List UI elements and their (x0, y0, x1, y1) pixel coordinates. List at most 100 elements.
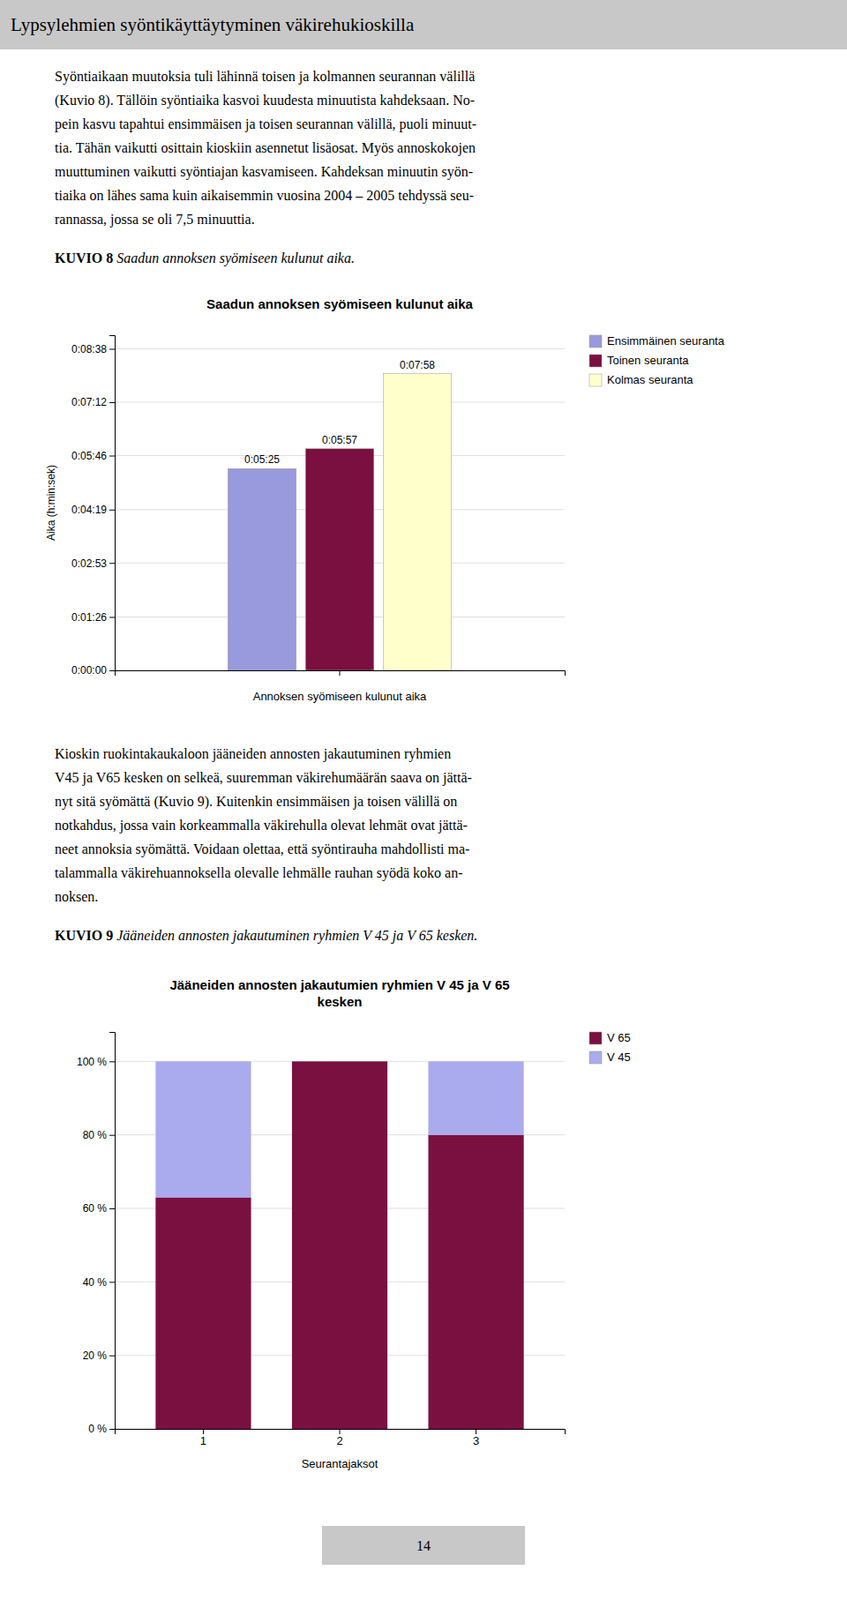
legend-label: Kolmas seuranta (607, 373, 694, 387)
caption-label: KUVIO 8 (54, 250, 117, 266)
data-label: 0:05:57 (322, 434, 358, 447)
y-tick: 0 % (88, 1423, 115, 1436)
y-tick-mark (109, 1061, 115, 1063)
chart-title: Jääneiden annosten jakautumien ryhmien V… (169, 977, 510, 1010)
legend-label: V 45 (607, 1050, 631, 1065)
caption-text: Jääneiden annosten jakautuminen ryhmien … (116, 928, 478, 945)
chart-title-line: kesken (317, 994, 363, 1010)
paragraph-line: tia. Tähän vaikutti osittain kioskiin as… (54, 140, 476, 157)
legend-swatch (589, 374, 602, 387)
y-tick-mark (109, 1135, 115, 1137)
x-tick: 2 (336, 1429, 343, 1448)
y-tick-label: 100 % (76, 1056, 107, 1069)
caption-label: KUVIO 9 (54, 928, 117, 944)
x-axis-line (115, 671, 566, 677)
y-tick-mark (109, 456, 115, 458)
y-tick-mark (109, 1356, 115, 1357)
page-number-box (322, 1526, 525, 1566)
chart: Jääneiden annosten jakautumien ryhmien V… (76, 977, 631, 1471)
y-axis: 0:00:00 0:01:26 0:02:53 0:04:19 0:05:46 0:07:… (71, 336, 116, 678)
y-tick-label: 0 % (88, 1423, 107, 1436)
plot-area (155, 1061, 524, 1430)
y-axis-line (109, 1033, 116, 1431)
y-axis-title: Aika (h:min:sek) (44, 464, 58, 541)
y-tick-mark (109, 1208, 115, 1210)
y-tick: 80 % (82, 1129, 115, 1142)
paragraph-line: rannassa, jossa se oli 7,5 minuuttia. (54, 211, 255, 228)
paragraph-line: pein kasvu tapahtui ensimmäisen ja toise… (54, 116, 477, 133)
x-tick: 1 (200, 1429, 207, 1448)
y-tick-label: 0:07:12 (71, 396, 107, 409)
y-tick-mark (109, 1281, 115, 1283)
x-tick-mark (475, 1429, 477, 1435)
y-tick: 0:00:00 (71, 664, 115, 677)
y-tick: 20 % (82, 1349, 115, 1363)
bar (382, 374, 451, 671)
x-axis-title: Annoksen syömiseen kulunut aika (253, 689, 428, 704)
x-axis-line (115, 1430, 566, 1436)
paragraph-line: (Kuvio 8). Tällöin syöntiaika kasvoi kuu… (54, 92, 475, 109)
text-block: Kioskin ruokintakaukaloon jääneiden anno… (54, 746, 478, 945)
grid-line (114, 402, 565, 404)
page-number: 14 (416, 1538, 431, 1554)
y-tick-label: 60 % (82, 1202, 108, 1215)
paragraph-line: Kioskin ruokintakaukaloon jääneiden anno… (54, 746, 451, 763)
paragraph-line: muuttuminen vaikutti syöntiajan kasvamis… (54, 164, 473, 180)
y-tick: 0:07:12 (71, 396, 115, 409)
y-tick: 0:02:53 (71, 557, 115, 570)
legend: V 65 V 45 (589, 1031, 631, 1065)
bar (155, 1198, 251, 1431)
data-labels: 0:05:25 0:05:57 0:07:58 (244, 359, 435, 467)
legend-item: V 45 (589, 1050, 631, 1065)
title-bar (0, 0, 847, 50)
x-tick-mark (339, 670, 341, 676)
chart-title: Saadun annoksen syömiseen kulunut aika (206, 296, 473, 312)
y-tick-mark (109, 562, 115, 564)
y-tick-mark (109, 670, 115, 672)
legend-label: Ensimmäinen seuranta (607, 334, 726, 348)
y-tick-mark (109, 509, 115, 511)
legend-item: Kolmas seuranta (589, 373, 694, 387)
page-title: Lypsylehmien syöntikäyttäytyminen väkire… (10, 14, 415, 36)
bar (427, 1061, 524, 1135)
y-tick: 0:05:46 (71, 449, 115, 463)
paragraph-line: tiaika on lähes sama kuin aikaisemmin vu… (54, 187, 474, 204)
bar (427, 1135, 524, 1430)
y-tick-label: 20 % (82, 1349, 108, 1363)
x-tick (339, 670, 341, 676)
y-tick-label: 0:01:26 (71, 611, 107, 624)
x-tick-label: 3 (472, 1434, 480, 1448)
y-tick-mark (109, 1429, 115, 1431)
chart-title-line: Saadun annoksen syömiseen kulunut aika (206, 296, 473, 312)
legend-item: Ensimmäinen seuranta (589, 334, 726, 348)
data-label: 0:05:25 (244, 453, 280, 466)
x-axis: 1 2 3 (115, 1429, 566, 1448)
paragraph-line: noksen. (54, 889, 98, 905)
bar (292, 1061, 388, 1430)
y-tick-label: 40 % (82, 1276, 108, 1290)
chart-title-line: Jääneiden annosten jakautumien ryhmien V… (169, 977, 510, 993)
paragraph-line: talammalla väkirehuannoksella olevalle l… (54, 865, 464, 882)
legend-label: V 65 (607, 1031, 631, 1045)
x-tick: 3 (472, 1429, 480, 1448)
paragraph-line: nyt sitä syömättä (Kuvio 9). Kuitenkin e… (54, 794, 458, 810)
bar (305, 449, 374, 671)
data-label: 0:07:58 (399, 359, 435, 372)
legend-swatch (589, 354, 602, 368)
legend-swatch (589, 1032, 602, 1045)
x-tick-mark (339, 1429, 341, 1435)
bar (227, 468, 296, 671)
legend-item: Toinen seuranta (589, 353, 690, 368)
y-tick: 0:08:38 (71, 343, 115, 356)
paragraph-line: V45 ja V65 kesken on selkeä, suuremman v… (54, 770, 473, 787)
caption-text: Saadun annoksen syömiseen kulunut aika. (116, 250, 355, 267)
text-block: Syöntiaikaan muutoksia tuli lähinnä tois… (54, 68, 477, 267)
y-axis: 0 % 20 % 40 % 60 % 80 % 100 % (76, 1033, 116, 1437)
y-tick: 100 % (76, 1056, 115, 1069)
y-tick-label: 0:04:19 (71, 503, 107, 517)
chart: Saadun annoksen syömiseen kulunut aika 0:… (44, 296, 726, 704)
y-tick: 0:04:19 (71, 503, 115, 517)
paragraph-line: notkahdus, jossa vain korkeammalla väkir… (54, 817, 468, 834)
y-tick: 60 % (82, 1202, 115, 1215)
x-axis (115, 670, 566, 676)
